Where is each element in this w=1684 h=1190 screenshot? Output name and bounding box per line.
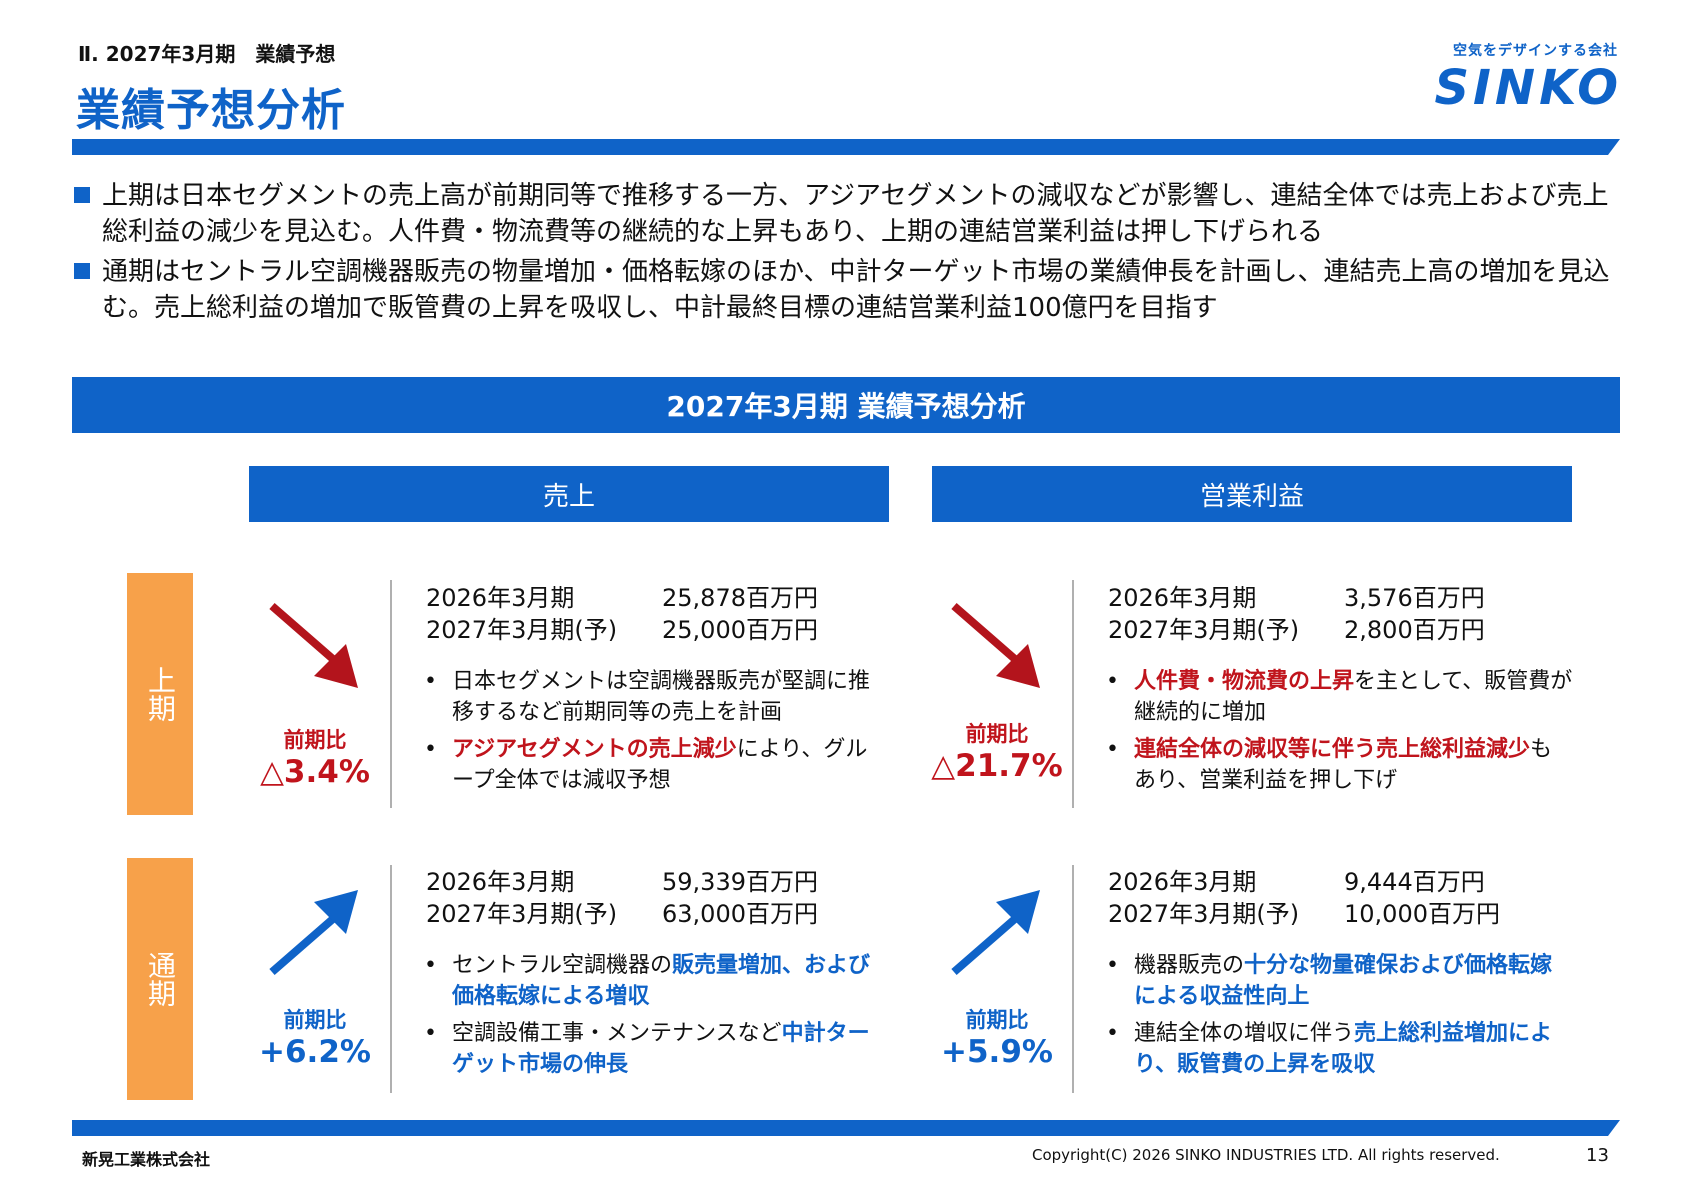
bullet-dot-icon: •: [424, 669, 437, 694]
h1-op-ratio: 前期比 △21.7%: [912, 718, 1082, 784]
fcst-label: 2027年3月期(予): [426, 900, 618, 928]
note-text: を主として、販管費が継続的に増加: [1134, 669, 1573, 725]
fcst-value: 63,000百万円: [662, 900, 818, 928]
note-text: セントラル空調機器の: [452, 953, 673, 978]
column-header-sales: 売上: [249, 466, 889, 522]
full-op-figures: 2026年3月期 9,444百万円 2027年3月期(予) 10,000百万円: [1108, 866, 1500, 930]
up-arrow-icon: [951, 890, 1040, 976]
prev-label: 2026年3月期: [1108, 584, 1257, 612]
row-label-full: 通期: [127, 858, 193, 1100]
summary-bullet: 上期は日本セグメントの売上高が前期同等で推移する一方、アジアセグメントの減収など…: [72, 178, 1632, 250]
h1-op-notes: • 人件費・物流費の上昇を主として、販管費が継続的に増加 • 連結全体の減収等に伴う売…: [1104, 666, 1574, 802]
bullet-dot-icon: •: [424, 953, 437, 978]
note-item: • 日本セグメントは空調機器販売が堅調に推移するなど前期同等の売上を計画: [422, 666, 872, 728]
note-text: 日本セグメントは空調機器販売が堅調に推移するなど前期同等の売上を計画: [452, 669, 871, 725]
prev-label: 2026年3月期: [426, 584, 575, 612]
company-tagline: 空気をデザインする会社: [1453, 43, 1618, 59]
square-bullet-icon: [74, 187, 90, 203]
note-highlight: 売上総利益増加により、販管費の上昇を吸収: [1134, 1021, 1553, 1077]
ratio-value: △21.7%: [931, 748, 1063, 784]
bullet-dot-icon: •: [1106, 953, 1119, 978]
prev-value: 59,339百万円: [662, 868, 818, 896]
footer-rule: [72, 1120, 1620, 1136]
note-highlight: 連結全体の減収等に伴う売上総利益減少: [1134, 737, 1531, 762]
note-highlight: 販売量増加、および価格転嫁による増収: [452, 953, 871, 1009]
fcst-label: 2027年3月期(予): [1108, 900, 1300, 928]
full-sales-notes: • セントラル空調機器の販売量増加、および価格転嫁による増収 • 空調設備工事・メンテ…: [422, 950, 872, 1086]
fcst-label: 2027年3月期(予): [1108, 616, 1300, 644]
row-label-h1: 上期: [127, 573, 193, 815]
square-bullet-icon: [74, 263, 90, 279]
fcst-value: 25,000百万円: [662, 616, 818, 644]
up-arrow-icon: [269, 890, 358, 976]
note-item: • 人件費・物流費の上昇を主として、販管費が継続的に増加: [1104, 666, 1574, 728]
bullet-dot-icon: •: [1106, 1021, 1119, 1046]
prev-value: 25,878百万円: [662, 584, 818, 612]
h1-sales-notes: • 日本セグメントは空調機器販売が堅調に推移するなど前期同等の売上を計画 • アジアセ…: [422, 666, 872, 802]
h1-sales-figures: 2026年3月期 25,878百万円 2027年3月期(予) 25,000百万円: [426, 582, 818, 646]
summary-bullet-text: 通期はセントラル空調機器販売の物量増加・価格転嫁のほか、中計ターゲット市場の業績…: [102, 257, 1610, 323]
ratio-value: +6.2%: [259, 1034, 371, 1070]
full-sales-figures: 2026年3月期 59,339百万円 2027年3月期(予) 63,000百万円: [426, 866, 818, 930]
note-item: • 空調設備工事・メンテナンスなど中計ターゲット市場の伸長: [422, 1018, 872, 1080]
header-rule: [72, 139, 1620, 155]
row-label-full-text: 通期: [144, 951, 177, 1007]
full-op-notes: • 機器販売の十分な物量確保および価格転嫁による収益性向上 • 連結全体の増収に伴う売…: [1104, 950, 1574, 1086]
bullet-dot-icon: •: [1106, 669, 1119, 694]
summary-bullets: 上期は日本セグメントの売上高が前期同等で推移する一方、アジアセグメントの減収など…: [72, 178, 1632, 330]
note-highlight: 人件費・物流費の上昇: [1134, 669, 1355, 694]
prev-value: 9,444百万円: [1344, 868, 1485, 896]
ratio-value: △3.4%: [260, 754, 370, 790]
prev-label: 2026年3月期: [426, 868, 575, 896]
page-number: 13: [1586, 1145, 1609, 1166]
note-text: もあり、営業利益を押し下げ: [1134, 737, 1553, 793]
copyright: Copyright(C) 2026 SINKO INDUSTRIES LTD. …: [1032, 1146, 1500, 1164]
note-text: により、グループ全体では減収予想: [452, 737, 868, 793]
note-item: • セントラル空調機器の販売量増加、および価格転嫁による増収: [422, 950, 872, 1012]
note-highlight: 中計ターゲット市場の伸長: [452, 1021, 870, 1077]
ratio-label: 前期比: [965, 1008, 1029, 1032]
company-name: 新晃工業株式会社: [82, 1150, 211, 1169]
note-text: 機器販売の: [1134, 953, 1245, 978]
prev-value: 3,576百万円: [1344, 584, 1485, 612]
fcst-label: 2027年3月期(予): [426, 616, 618, 644]
divider: [1072, 865, 1074, 1093]
note-text: 連結全体の増収に伴う: [1134, 1021, 1355, 1046]
row-label-h1-text: 上期: [144, 666, 177, 722]
page-title: 業績予想分析: [76, 85, 346, 136]
note-highlight: 十分な物量確保および価格転嫁による収益性向上: [1134, 953, 1553, 1009]
full-sales-ratio: 前期比 +6.2%: [230, 1004, 400, 1070]
divider: [1072, 580, 1074, 808]
bullet-dot-icon: •: [1106, 737, 1119, 762]
section-label: Ⅱ. 2027年3月期 業績予想: [78, 42, 336, 66]
fcst-value: 2,800百万円: [1344, 616, 1485, 644]
divider: [390, 865, 392, 1093]
note-item: • 連結全体の増収に伴う売上総利益増加により、販管費の上昇を吸収: [1104, 1018, 1574, 1080]
full-op-ratio: 前期比 +5.9%: [912, 1004, 1082, 1070]
summary-bullet: 通期はセントラル空調機器販売の物量増加・価格転嫁のほか、中計ターゲット市場の業績…: [72, 254, 1632, 326]
down-arrow-icon: [269, 602, 358, 688]
sinko-logo: SINKO: [1434, 60, 1622, 116]
summary-bullet-text: 上期は日本セグメントの売上高が前期同等で推移する一方、アジアセグメントの減収など…: [102, 181, 1609, 247]
h1-op-figures: 2026年3月期 3,576百万円 2027年3月期(予) 2,800百万円: [1108, 582, 1485, 646]
note-item: • 連結全体の減収等に伴う売上総利益減少もあり、営業利益を押し下げ: [1104, 734, 1574, 796]
ratio-label: 前期比: [965, 722, 1029, 746]
note-item: • 機器販売の十分な物量確保および価格転嫁による収益性向上: [1104, 950, 1574, 1012]
column-header-op-profit: 営業利益: [932, 466, 1572, 522]
down-arrow-icon: [951, 602, 1040, 688]
ratio-label: 前期比: [283, 728, 347, 752]
note-text: 空調設備工事・メンテナンスなど: [452, 1021, 782, 1046]
analysis-banner: 2027年3月期 業績予想分析: [72, 377, 1620, 433]
fcst-value: 10,000百万円: [1344, 900, 1500, 928]
note-item: • アジアセグメントの売上減少により、グループ全体では減収予想: [422, 734, 872, 796]
ratio-label: 前期比: [283, 1008, 347, 1032]
note-highlight: アジアセグメントの売上減少: [452, 737, 737, 762]
bullet-dot-icon: •: [424, 1021, 437, 1046]
prev-label: 2026年3月期: [1108, 868, 1257, 896]
bullet-dot-icon: •: [424, 737, 437, 762]
divider: [390, 580, 392, 808]
ratio-value: +5.9%: [941, 1034, 1053, 1070]
h1-sales-ratio: 前期比 △3.4%: [230, 724, 400, 790]
